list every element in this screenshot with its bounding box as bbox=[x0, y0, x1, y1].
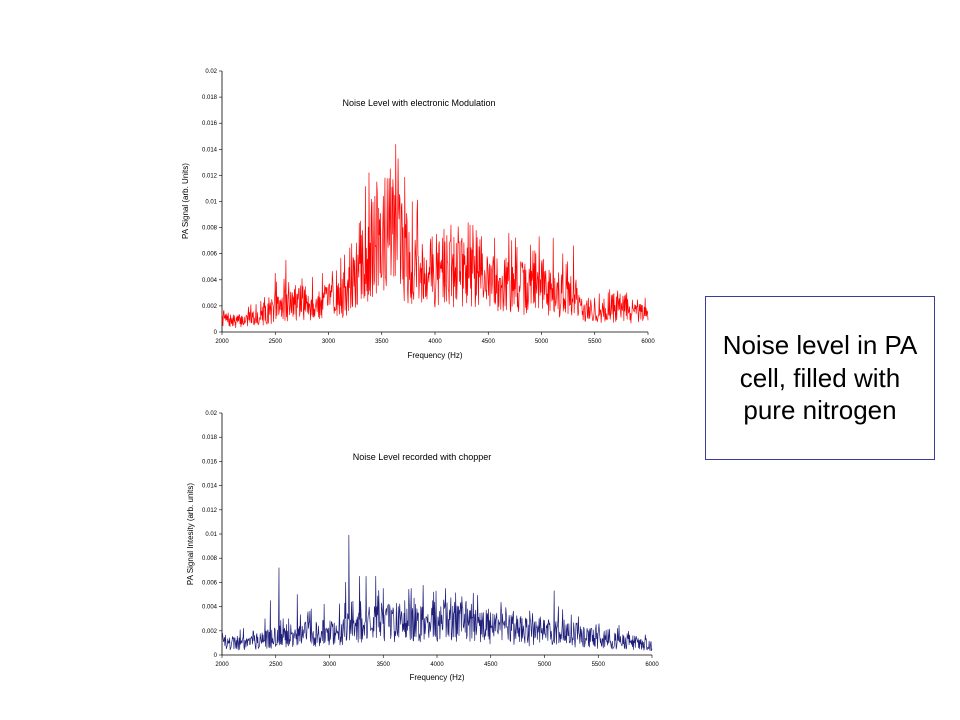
x-tick-label: 4000 bbox=[428, 339, 442, 345]
y-tick-label: 0.01 bbox=[205, 532, 217, 538]
x-tick-label: 2000 bbox=[215, 662, 229, 668]
y-tick-label: 0 bbox=[214, 653, 218, 659]
callout-box: Noise level in PA cell, filled with pure… bbox=[705, 296, 935, 460]
chart-electronic-modulation: 0 0.002 0.004 0.006 0.008 0.01 0.012 0.014 0.016… bbox=[181, 69, 655, 360]
x-tick-label: 6000 bbox=[641, 339, 655, 345]
y-tick-label: 0.02 bbox=[205, 69, 217, 75]
y-tick-label: 0.016 bbox=[202, 459, 218, 465]
y-tick-label: 0.014 bbox=[202, 147, 218, 153]
chart-title: Noise Level recorded with chopper bbox=[353, 452, 492, 462]
y-tick-label: 0.012 bbox=[202, 173, 218, 179]
y-tick-label: 0.002 bbox=[202, 629, 218, 635]
y-tick-label: 0.002 bbox=[202, 304, 218, 310]
x-tick-label: 3500 bbox=[375, 339, 389, 345]
y-axis-title: PA Signal (arb. Units) bbox=[181, 163, 190, 239]
y-axis-title: PA Signal Intesity (arb. units) bbox=[186, 483, 195, 585]
x-tick-label: 4500 bbox=[482, 339, 496, 345]
x-tick-label: 6000 bbox=[645, 662, 659, 668]
y-tick-label: 0.006 bbox=[202, 252, 218, 258]
y-tick-label: 0.008 bbox=[202, 226, 218, 232]
x-tick-label: 5000 bbox=[538, 662, 552, 668]
x-tick-label: 5000 bbox=[535, 339, 549, 345]
x-tick-label: 2500 bbox=[269, 339, 283, 345]
x-tick-label: 5500 bbox=[592, 662, 606, 668]
x-tick-label: 4000 bbox=[430, 662, 444, 668]
y-tick-label: 0.018 bbox=[202, 95, 218, 101]
y-tick-label: 0.012 bbox=[202, 508, 218, 514]
chart-chopper: 0 0.002 0.004 0.006 0.008 0.01 0.012 0.014 0.016… bbox=[186, 411, 659, 682]
x-tick-label: 3500 bbox=[377, 662, 391, 668]
y-tick-label: 0.016 bbox=[202, 121, 218, 127]
x-tick-label: 2000 bbox=[215, 339, 229, 345]
y-tick-label: 0.01 bbox=[205, 200, 217, 206]
x-axis-title: Frequency (Hz) bbox=[409, 673, 464, 682]
y-tick-label: 0.018 bbox=[202, 435, 218, 441]
y-tick-label: 0.004 bbox=[202, 605, 218, 611]
y-tick-label: 0.008 bbox=[202, 556, 218, 562]
y-tick-label: 0.02 bbox=[205, 411, 217, 417]
x-tick-label: 3000 bbox=[323, 662, 337, 668]
x-axis-title: Frequency (Hz) bbox=[407, 351, 462, 360]
x-tick-label: 2500 bbox=[269, 662, 283, 668]
x-tick-label: 4500 bbox=[484, 662, 498, 668]
series-line bbox=[221, 144, 649, 329]
series-line bbox=[221, 534, 653, 652]
y-tick-label: 0.004 bbox=[202, 278, 218, 284]
y-tick-label: 0.006 bbox=[202, 580, 218, 586]
x-tick-label: 5500 bbox=[588, 339, 602, 345]
x-tick-label: 3000 bbox=[322, 339, 336, 345]
callout-text: Noise level in PA cell, filled with pure… bbox=[722, 330, 918, 426]
y-tick-label: 0 bbox=[214, 330, 218, 336]
chart-title: Noise Level with electronic Modulation bbox=[342, 98, 495, 108]
y-tick-label: 0.014 bbox=[202, 484, 218, 490]
